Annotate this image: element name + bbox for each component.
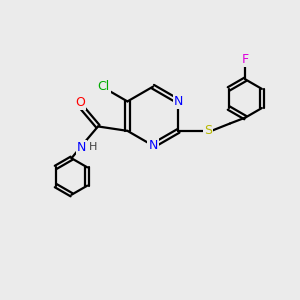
Text: N: N [174,95,183,108]
Text: O: O [75,95,85,109]
Text: Cl: Cl [97,80,110,93]
Text: H: H [89,142,97,152]
Text: F: F [242,53,249,66]
Text: N: N [76,141,86,154]
Text: N: N [148,139,158,152]
Text: S: S [204,124,212,137]
